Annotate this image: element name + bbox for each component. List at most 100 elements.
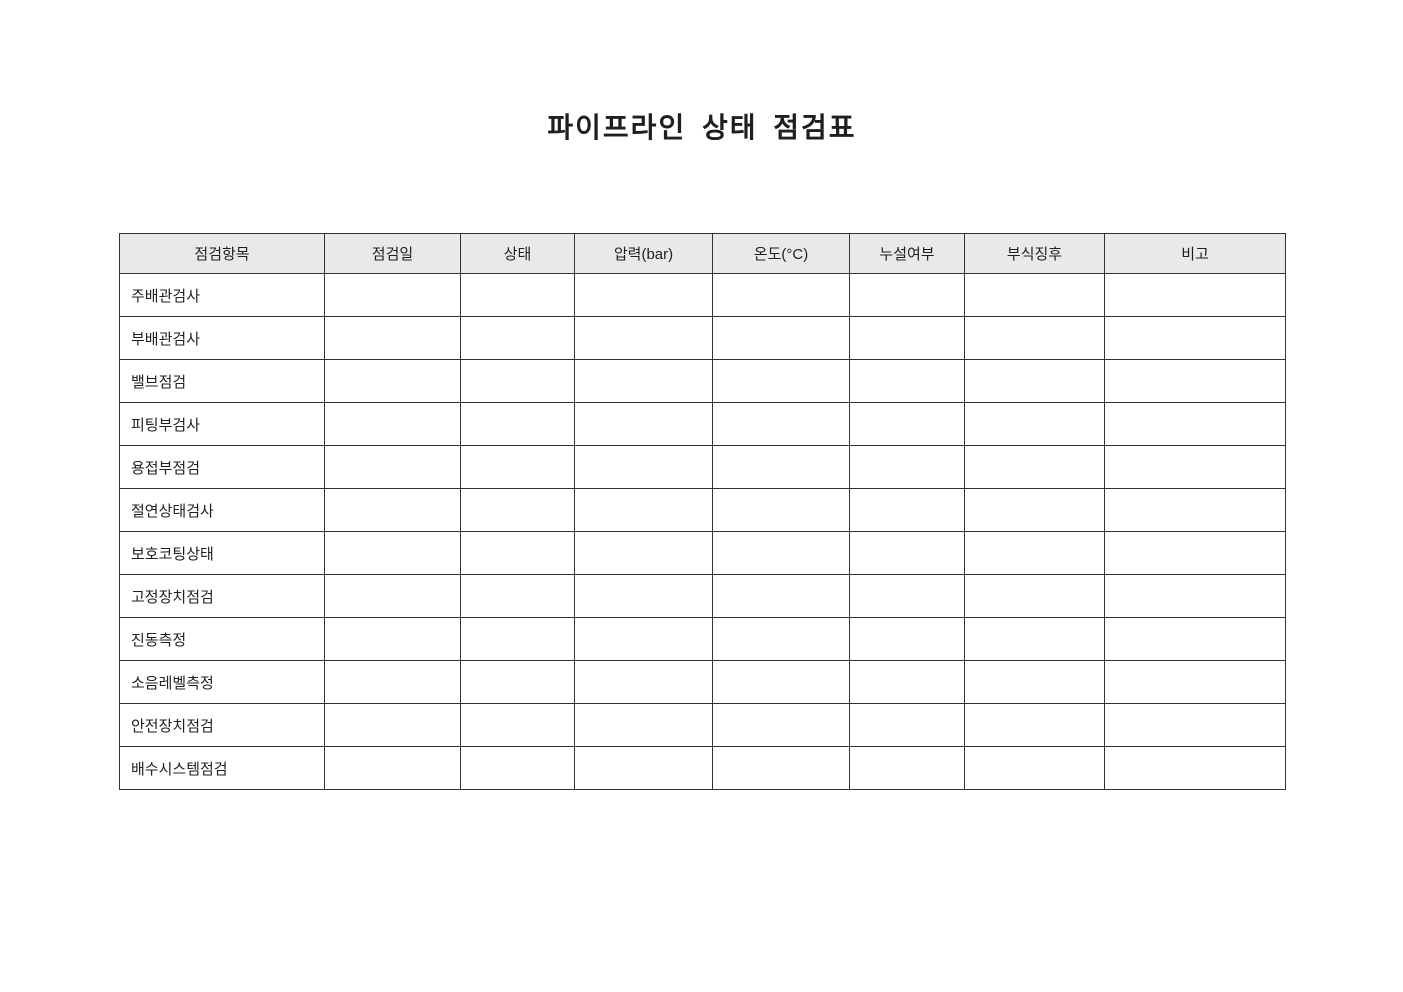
column-header-date: 점검일 (324, 233, 461, 274)
empty-cell (460, 316, 575, 360)
table-row: 부배관검사 (119, 316, 1286, 360)
empty-cell (1104, 617, 1286, 661)
row-label: 피팅부검사 (119, 402, 325, 446)
row-label: 고정장치점검 (119, 574, 325, 618)
empty-cell (964, 617, 1105, 661)
empty-cell (574, 660, 713, 704)
empty-cell (712, 531, 850, 575)
empty-cell (1104, 660, 1286, 704)
table-row: 진동측정 (119, 617, 1286, 661)
empty-cell (712, 617, 850, 661)
column-header-temperature: 온도(°C) (712, 233, 850, 274)
column-header-corrosion: 부식징후 (964, 233, 1105, 274)
column-header-remarks: 비고 (1104, 233, 1286, 274)
empty-cell (460, 273, 575, 317)
empty-cell (964, 574, 1105, 618)
empty-cell (574, 273, 713, 317)
empty-cell (1104, 316, 1286, 360)
empty-cell (324, 359, 461, 403)
empty-cell (1104, 359, 1286, 403)
empty-cell (460, 402, 575, 446)
empty-cell (574, 531, 713, 575)
empty-cell (574, 703, 713, 747)
empty-cell (849, 617, 965, 661)
table-row: 보호코팅상태 (119, 531, 1286, 575)
empty-cell (324, 273, 461, 317)
empty-cell (849, 703, 965, 747)
empty-cell (460, 574, 575, 618)
empty-cell (849, 531, 965, 575)
column-header-pressure: 압력(bar) (574, 233, 713, 274)
empty-cell (574, 574, 713, 618)
empty-cell (712, 488, 850, 532)
empty-cell (964, 746, 1105, 790)
row-label: 용접부점검 (119, 445, 325, 489)
empty-cell (712, 359, 850, 403)
empty-cell (1104, 703, 1286, 747)
column-header-status: 상태 (460, 233, 575, 274)
empty-cell (964, 273, 1105, 317)
empty-cell (460, 746, 575, 790)
empty-cell (324, 746, 461, 790)
empty-cell (964, 359, 1105, 403)
empty-cell (712, 316, 850, 360)
empty-cell (964, 316, 1105, 360)
empty-cell (964, 402, 1105, 446)
empty-cell (324, 531, 461, 575)
empty-cell (324, 316, 461, 360)
empty-cell (712, 402, 850, 446)
empty-cell (964, 445, 1105, 489)
empty-cell (460, 617, 575, 661)
checklist-table: 점검항목 점검일 상태 압력(bar) 온도(°C) 누설여부 부식징후 비고 … (119, 233, 1286, 790)
row-label: 배수시스템점검 (119, 746, 325, 790)
empty-cell (849, 574, 965, 618)
empty-cell (1104, 402, 1286, 446)
empty-cell (574, 445, 713, 489)
empty-cell (460, 703, 575, 747)
table-row: 배수시스템점검 (119, 746, 1286, 790)
empty-cell (1104, 574, 1286, 618)
empty-cell (574, 617, 713, 661)
empty-cell (1104, 746, 1286, 790)
empty-cell (574, 402, 713, 446)
empty-cell (574, 746, 713, 790)
empty-cell (324, 660, 461, 704)
empty-cell (712, 660, 850, 704)
table-row: 주배관검사 (119, 273, 1286, 317)
empty-cell (1104, 488, 1286, 532)
empty-cell (324, 488, 461, 532)
empty-cell (460, 359, 575, 403)
empty-cell (324, 617, 461, 661)
empty-cell (849, 660, 965, 704)
empty-cell (1104, 445, 1286, 489)
row-label: 절연상태검사 (119, 488, 325, 532)
table-row: 소음레벨측정 (119, 660, 1286, 704)
empty-cell (460, 488, 575, 532)
empty-cell (1104, 531, 1286, 575)
row-label: 밸브점검 (119, 359, 325, 403)
empty-cell (324, 703, 461, 747)
column-header-leak: 누설여부 (849, 233, 965, 274)
empty-cell (964, 488, 1105, 532)
table-row: 고정장치점검 (119, 574, 1286, 618)
table-row: 피팅부검사 (119, 402, 1286, 446)
column-header-item: 점검항목 (119, 233, 325, 274)
empty-cell (712, 273, 850, 317)
empty-cell (712, 703, 850, 747)
table-row: 안전장치점검 (119, 703, 1286, 747)
empty-cell (849, 273, 965, 317)
empty-cell (460, 531, 575, 575)
empty-cell (574, 488, 713, 532)
empty-cell (574, 316, 713, 360)
empty-cell (849, 402, 965, 446)
table-row: 절연상태검사 (119, 488, 1286, 532)
row-label: 보호코팅상태 (119, 531, 325, 575)
header-row: 점검항목 점검일 상태 압력(bar) 온도(°C) 누설여부 부식징후 비고 (119, 233, 1286, 274)
row-label: 진동측정 (119, 617, 325, 661)
empty-cell (849, 359, 965, 403)
empty-cell (964, 660, 1105, 704)
empty-cell (964, 531, 1105, 575)
empty-cell (712, 574, 850, 618)
empty-cell (849, 445, 965, 489)
